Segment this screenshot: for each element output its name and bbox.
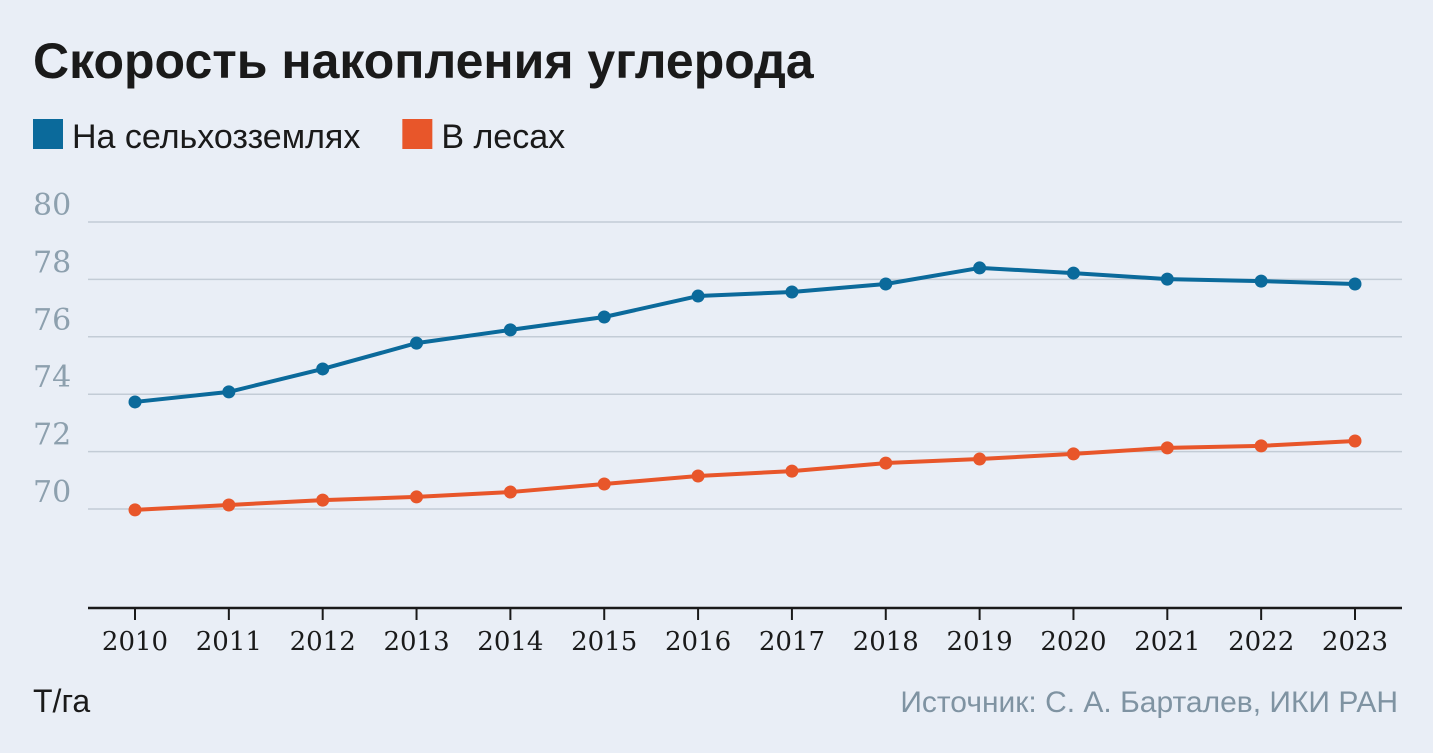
x-tick-label: 2013: [383, 627, 449, 657]
data-point: [503, 485, 517, 499]
data-point: [691, 289, 705, 303]
x-tick-label: 2010: [102, 627, 168, 657]
legend-label: В лесах: [441, 118, 565, 156]
data-point: [973, 452, 987, 466]
data-point: [785, 464, 799, 478]
y-tick-label: 70: [33, 475, 71, 510]
x-tick-label: 2016: [665, 627, 731, 657]
series-line-0: [134, 265, 1356, 404]
series-group: [128, 261, 1362, 517]
y-tick-label: 76: [33, 303, 71, 338]
x-tick-label: 2012: [290, 627, 356, 657]
data-point: [128, 503, 142, 517]
data-point: [1160, 272, 1174, 286]
data-point: [316, 493, 330, 507]
data-point: [879, 456, 893, 470]
chart-title: Скорость накопления углерода: [33, 33, 815, 89]
data-point: [222, 498, 236, 512]
data-point: [1254, 274, 1268, 288]
data-point: [691, 469, 705, 483]
x-tick-label: 2021: [1134, 627, 1200, 657]
y-tick-label: 80: [33, 188, 71, 223]
y-axis: 70 72 74 76 78 80: [33, 188, 71, 510]
data-point: [410, 336, 424, 350]
data-point: [1348, 434, 1362, 448]
legend-swatch: [402, 119, 433, 149]
legend-label: На сельхозземлях: [72, 118, 360, 156]
data-point: [879, 277, 893, 291]
x-tick-label: 2019: [947, 627, 1013, 657]
x-tick-label: 2018: [853, 627, 919, 657]
legend: На сельхозземлях В лесах: [33, 118, 565, 156]
data-point: [316, 362, 330, 376]
data-point: [222, 385, 236, 399]
x-axis: 2010 2011 2012 2013 2014 2015 2016 2017 2018 2019…: [102, 608, 1388, 657]
data-point: [1254, 439, 1268, 453]
y-tick-label: 78: [33, 245, 71, 280]
data-point: [1066, 266, 1080, 280]
data-point: [1348, 277, 1362, 291]
x-tick-label: 2020: [1040, 627, 1106, 657]
data-point: [503, 323, 517, 337]
x-tick-label: 2022: [1228, 627, 1294, 657]
x-tick-label: 2023: [1322, 627, 1388, 657]
y-tick-label: 74: [33, 360, 71, 395]
data-point: [128, 395, 142, 409]
x-tick-label: 2011: [196, 627, 262, 657]
data-point: [785, 285, 799, 299]
source-note: Источник: С. А. Барталев, ИКИ РАН: [900, 686, 1398, 719]
data-point: [597, 310, 611, 324]
x-tick-label: 2015: [571, 627, 637, 657]
y-tick-label: 72: [33, 418, 71, 453]
data-point: [597, 477, 611, 491]
data-point: [973, 261, 987, 275]
x-tick-label: 2014: [477, 627, 543, 657]
data-point: [410, 490, 424, 504]
series-line-1: [134, 438, 1356, 512]
data-point: [1160, 441, 1174, 455]
x-tick-label: 2017: [759, 627, 825, 657]
y-unit-label: Т/га: [33, 683, 90, 719]
data-point: [1066, 447, 1080, 461]
legend-swatch: [33, 119, 63, 149]
gridlines: [88, 221, 1402, 510]
